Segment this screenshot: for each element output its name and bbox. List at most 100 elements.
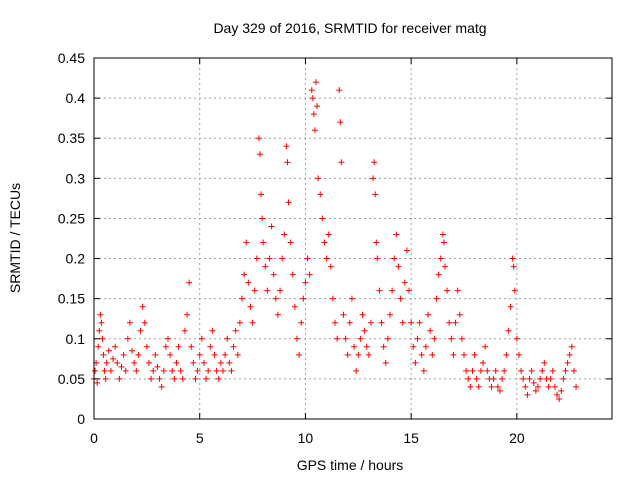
y-tick-label: 0.35	[58, 130, 85, 146]
data-point	[412, 359, 419, 366]
data-point	[439, 231, 446, 238]
data-point	[471, 351, 478, 358]
data-point	[393, 231, 400, 238]
data-point	[507, 303, 514, 310]
data-point	[467, 383, 474, 390]
data-point	[342, 335, 349, 342]
data-point	[190, 359, 197, 366]
data-point	[532, 387, 539, 394]
data-point	[456, 311, 463, 318]
data-point	[477, 367, 484, 374]
x-tick-label: 20	[509, 430, 525, 446]
x-tick-label: 5	[196, 430, 204, 446]
data-point	[554, 391, 561, 398]
data-point	[539, 367, 546, 374]
data-point	[325, 231, 332, 238]
data-point	[96, 327, 103, 334]
data-point	[171, 375, 178, 382]
chart-title: Day 329 of 2016, SRMTID for receiver mat…	[213, 20, 486, 36]
data-point	[422, 343, 429, 350]
data-point	[105, 347, 112, 354]
data-point	[99, 335, 106, 342]
data-point	[249, 319, 256, 326]
data-point	[289, 271, 296, 278]
data-point	[160, 367, 167, 374]
data-point	[384, 335, 391, 342]
data-point	[179, 375, 186, 382]
data-point	[124, 335, 131, 342]
data-point	[243, 239, 250, 246]
data-point	[306, 271, 313, 278]
data-point	[236, 319, 243, 326]
y-tick-label: 0.25	[58, 210, 85, 226]
data-point	[205, 367, 212, 374]
data-point	[511, 287, 518, 294]
data-point	[403, 247, 410, 254]
data-point	[461, 351, 467, 358]
data-point	[169, 367, 176, 374]
data-point	[215, 375, 222, 382]
data-point	[437, 255, 444, 262]
data-point	[494, 383, 501, 390]
data-point	[283, 143, 290, 150]
y-tick-label: 0	[77, 411, 85, 427]
data-point	[234, 351, 241, 358]
data-point	[475, 383, 482, 390]
data-point	[469, 367, 476, 374]
data-point	[371, 159, 378, 166]
data-point	[122, 367, 129, 374]
data-point	[300, 295, 307, 302]
data-point	[100, 351, 107, 358]
data-point	[509, 255, 516, 262]
data-point	[365, 351, 372, 358]
data-point	[387, 311, 393, 318]
data-point	[372, 191, 379, 198]
data-point	[309, 95, 316, 102]
y-tick-label: 0.05	[58, 371, 85, 387]
data-point	[444, 287, 451, 294]
data-point	[329, 295, 336, 302]
data-point	[162, 343, 169, 350]
x-tick-label: 10	[298, 430, 314, 446]
y-tick-label: 0.15	[58, 291, 85, 307]
data-point	[448, 335, 455, 342]
data-point	[515, 351, 522, 358]
data-point	[510, 263, 517, 270]
data-point	[239, 295, 245, 302]
y-tick-label: 0.1	[66, 331, 86, 347]
data-point	[568, 343, 575, 350]
data-point	[133, 367, 140, 374]
data-point	[253, 255, 260, 262]
data-point	[313, 79, 319, 86]
data-point	[150, 367, 157, 374]
data-point	[98, 319, 105, 326]
data-point	[319, 215, 326, 222]
data-point	[463, 367, 470, 374]
grid-lines	[94, 58, 612, 419]
data-point	[433, 295, 440, 302]
data-point	[492, 367, 499, 374]
x-tick-label: 15	[403, 430, 419, 446]
data-point	[97, 311, 104, 318]
data-point	[158, 383, 165, 390]
data-point	[101, 367, 108, 374]
data-point	[285, 199, 292, 206]
data-point	[401, 279, 408, 286]
data-point	[268, 223, 275, 230]
data-point	[446, 319, 453, 326]
data-point	[230, 343, 237, 350]
data-point	[556, 395, 563, 402]
data-point	[573, 383, 580, 390]
data-point	[361, 327, 368, 334]
data-point	[139, 303, 146, 310]
data-point	[92, 367, 99, 374]
data-point	[196, 351, 203, 358]
data-point	[429, 351, 436, 358]
data-point	[211, 351, 218, 358]
data-point	[418, 351, 425, 358]
data-point	[496, 387, 503, 394]
data-point	[513, 335, 520, 342]
data-point	[256, 151, 263, 158]
data-point	[355, 351, 362, 358]
